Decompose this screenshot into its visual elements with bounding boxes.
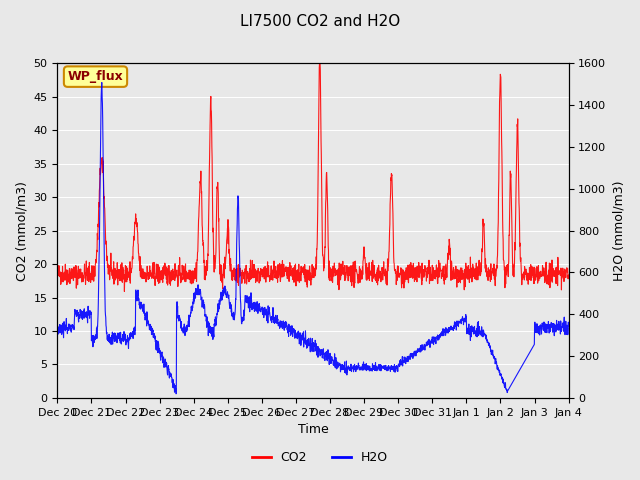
Y-axis label: H2O (mmol/m3): H2O (mmol/m3) [612, 180, 625, 281]
Text: WP_flux: WP_flux [68, 70, 124, 83]
Text: LI7500 CO2 and H2O: LI7500 CO2 and H2O [240, 14, 400, 29]
Legend: CO2, H2O: CO2, H2O [247, 446, 393, 469]
X-axis label: Time: Time [298, 423, 328, 436]
Y-axis label: CO2 (mmol/m3): CO2 (mmol/m3) [15, 181, 28, 281]
